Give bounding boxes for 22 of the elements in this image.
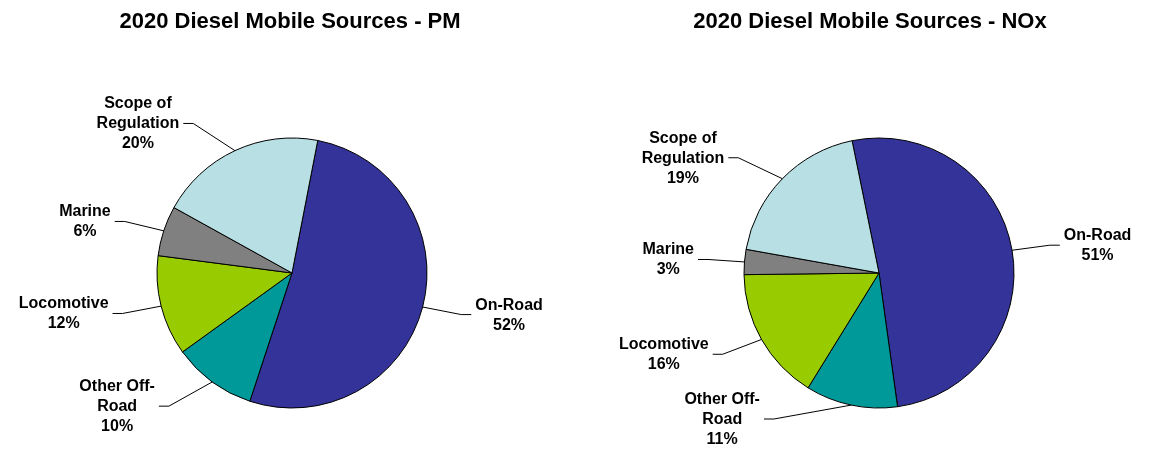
data-label: 11% — [706, 430, 738, 447]
data-label: 20% — [121, 134, 154, 152]
slice-label: Scope of Regulation — [641, 128, 725, 166]
slice-label: On-Road — [1063, 226, 1132, 244]
slice-label: On-Road — [475, 295, 543, 313]
data-label: 12% — [47, 314, 80, 332]
data-label: 51% — [1081, 246, 1114, 264]
slice-label: Other Off-Road — [684, 390, 760, 427]
chart-title: 2020 Diesel Mobile Sources - PM — [119, 8, 461, 33]
data-label: 10% — [101, 417, 134, 435]
slice-label: Marine — [59, 202, 111, 220]
chart-title: 2020 Diesel Mobile Sources - NOx — [693, 8, 1048, 33]
slice-label: Locomotive — [18, 294, 109, 312]
slice-label: Scope of Regulation — [96, 94, 180, 132]
slice-label: Locomotive — [618, 335, 709, 353]
data-label: 52% — [493, 315, 526, 333]
slice-label: Other Off-Road — [79, 377, 155, 415]
data-label: 16% — [647, 355, 680, 373]
data-label: 6% — [73, 222, 97, 240]
data-label: 19% — [666, 168, 699, 186]
data-label: 3% — [656, 260, 680, 278]
slice-label: Marine — [642, 240, 695, 258]
